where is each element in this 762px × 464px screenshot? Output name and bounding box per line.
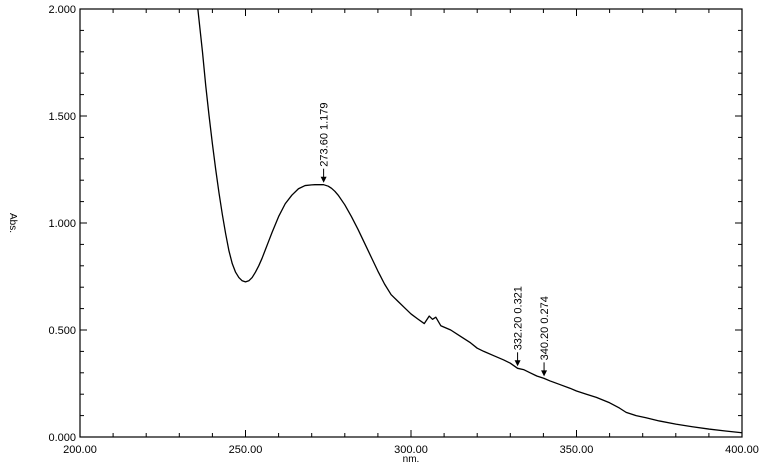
peak-marker-arrow (541, 370, 548, 377)
peak-label: 340.20 0.274 (539, 296, 551, 360)
y-tick-label: 0.000 (48, 432, 76, 444)
plot-frame (79, 8, 743, 438)
peak-label: 273.60 1.179 (319, 102, 331, 166)
y-tick-label: 0.500 (48, 325, 76, 337)
x-tick-label: 200.00 (63, 444, 97, 456)
peak-label: 332.20 0.321 (513, 286, 525, 350)
y-tick-label: 1.000 (48, 218, 76, 230)
peak-marker-arrow (514, 360, 521, 367)
y-axis-label: Abs. (7, 213, 18, 233)
spectrum-line (197, 9, 742, 434)
peak-marker-arrow (320, 176, 327, 183)
x-tick-label: 350.00 (560, 444, 594, 456)
y-tick-label: 2.000 (48, 4, 76, 16)
x-tick-label: 400.00 (725, 444, 759, 456)
y-tick-label: 1.500 (48, 111, 76, 123)
x-tick-label: 300.00 (394, 444, 428, 456)
x-tick-label: 250.00 (229, 444, 263, 456)
x-axis-label: nm. (403, 454, 420, 464)
